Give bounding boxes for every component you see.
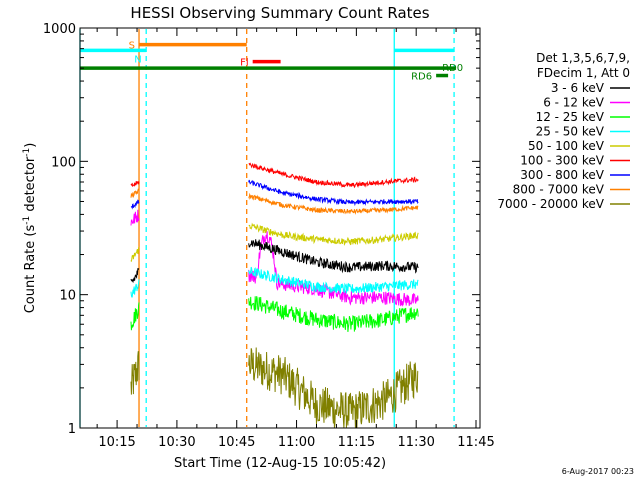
- y-tick-label: 1: [68, 422, 76, 437]
- series-line-segment2: [248, 192, 419, 215]
- x-tick-label: 10:30: [158, 435, 195, 450]
- flag-label: N: [134, 54, 141, 65]
- series-25-50keV: [130, 266, 419, 298]
- series-12-25keV: [130, 296, 419, 332]
- series-6-12keV: [130, 209, 419, 307]
- series-line-segment1: [130, 199, 140, 210]
- series-line-segment1: [130, 279, 140, 298]
- series-line-segment1: [130, 302, 140, 331]
- series-line-segment2: [248, 296, 419, 332]
- flag-bars: SN Fl RD0 RD6: [80, 41, 463, 83]
- series-line-segment1: [130, 181, 140, 187]
- y-tick-label: 100: [51, 155, 76, 170]
- x-tick-label: 11:15: [338, 435, 375, 450]
- series-7000-20000keV: [130, 347, 419, 429]
- flag-label: S: [129, 41, 135, 52]
- y-tick-label: 10: [59, 289, 76, 304]
- series-line-segment1: [130, 350, 140, 395]
- flag-label: RD0: [442, 63, 463, 74]
- x-tick-label: 11:45: [457, 435, 494, 450]
- y-axis-label: Count Rate (s-1 detector-1): [22, 143, 38, 314]
- x-axis-ticks: 10:15 10:30 10:45 11:00 11:15 11:30 11:45: [96, 28, 495, 450]
- series-line-segment2: [248, 179, 419, 207]
- legend-label: 6 - 12 keV: [543, 96, 605, 110]
- legend-label: 3 - 6 keV: [551, 81, 605, 95]
- series-line-segment1: [130, 246, 140, 262]
- series-3-6keV: [130, 239, 419, 284]
- legend-label: 100 - 300 keV: [520, 154, 604, 168]
- legend-label: 300 - 800 keV: [520, 168, 604, 182]
- series-800-7000keV: [130, 188, 419, 215]
- chart-title: HESSI Observing Summary Count Rates: [130, 4, 429, 22]
- plot-frame: [79, 27, 481, 429]
- legend-label: 12 - 25 keV: [536, 110, 605, 124]
- x-tick-label: 11:30: [397, 435, 434, 450]
- footer-date: 6-Aug-2017 00:23: [562, 467, 634, 476]
- series-line-segment2: [248, 266, 419, 294]
- y-tick-label: 1000: [43, 22, 76, 37]
- series-line-segment2: [248, 222, 419, 246]
- x-axis-label: Start Time (12-Aug-15 10:05:42): [174, 456, 386, 471]
- series-line-segment2: [248, 162, 419, 189]
- legend-title-line1: Det 1,3,5,6,7,9,: [536, 51, 630, 65]
- series-50-100keV: [130, 222, 419, 262]
- legend-title-line2: FDecim 1, Att 0: [537, 66, 630, 80]
- series-line-segment2: [248, 239, 419, 274]
- series-100-300keV: [130, 162, 419, 189]
- legend: Det 1,3,5,6,7,9, FDecim 1, Att 0 3 - 6 k…: [497, 51, 630, 211]
- y-axis-ticks: 1 10 100 1000: [43, 22, 480, 437]
- flag-label: Fl: [240, 58, 249, 69]
- series-line-segment1: [130, 188, 140, 199]
- legend-label: 7000 - 20000 keV: [497, 197, 604, 211]
- series-line-segment2: [248, 231, 419, 307]
- series-line-segment1: [130, 267, 140, 284]
- x-tick-label: 11:00: [278, 435, 315, 450]
- legend-label: 50 - 100 keV: [528, 139, 605, 153]
- series-group: [130, 162, 419, 429]
- legend-label: 800 - 7000 keV: [513, 183, 605, 197]
- x-tick-label: 10:15: [98, 435, 135, 450]
- series-line-segment1: [130, 209, 140, 226]
- flag-label: RD6: [411, 72, 432, 83]
- x-tick-label: 10:45: [218, 435, 255, 450]
- series-line-segment2: [248, 347, 419, 429]
- series-300-800keV: [130, 179, 419, 210]
- legend-label: 25 - 50 keV: [536, 125, 605, 139]
